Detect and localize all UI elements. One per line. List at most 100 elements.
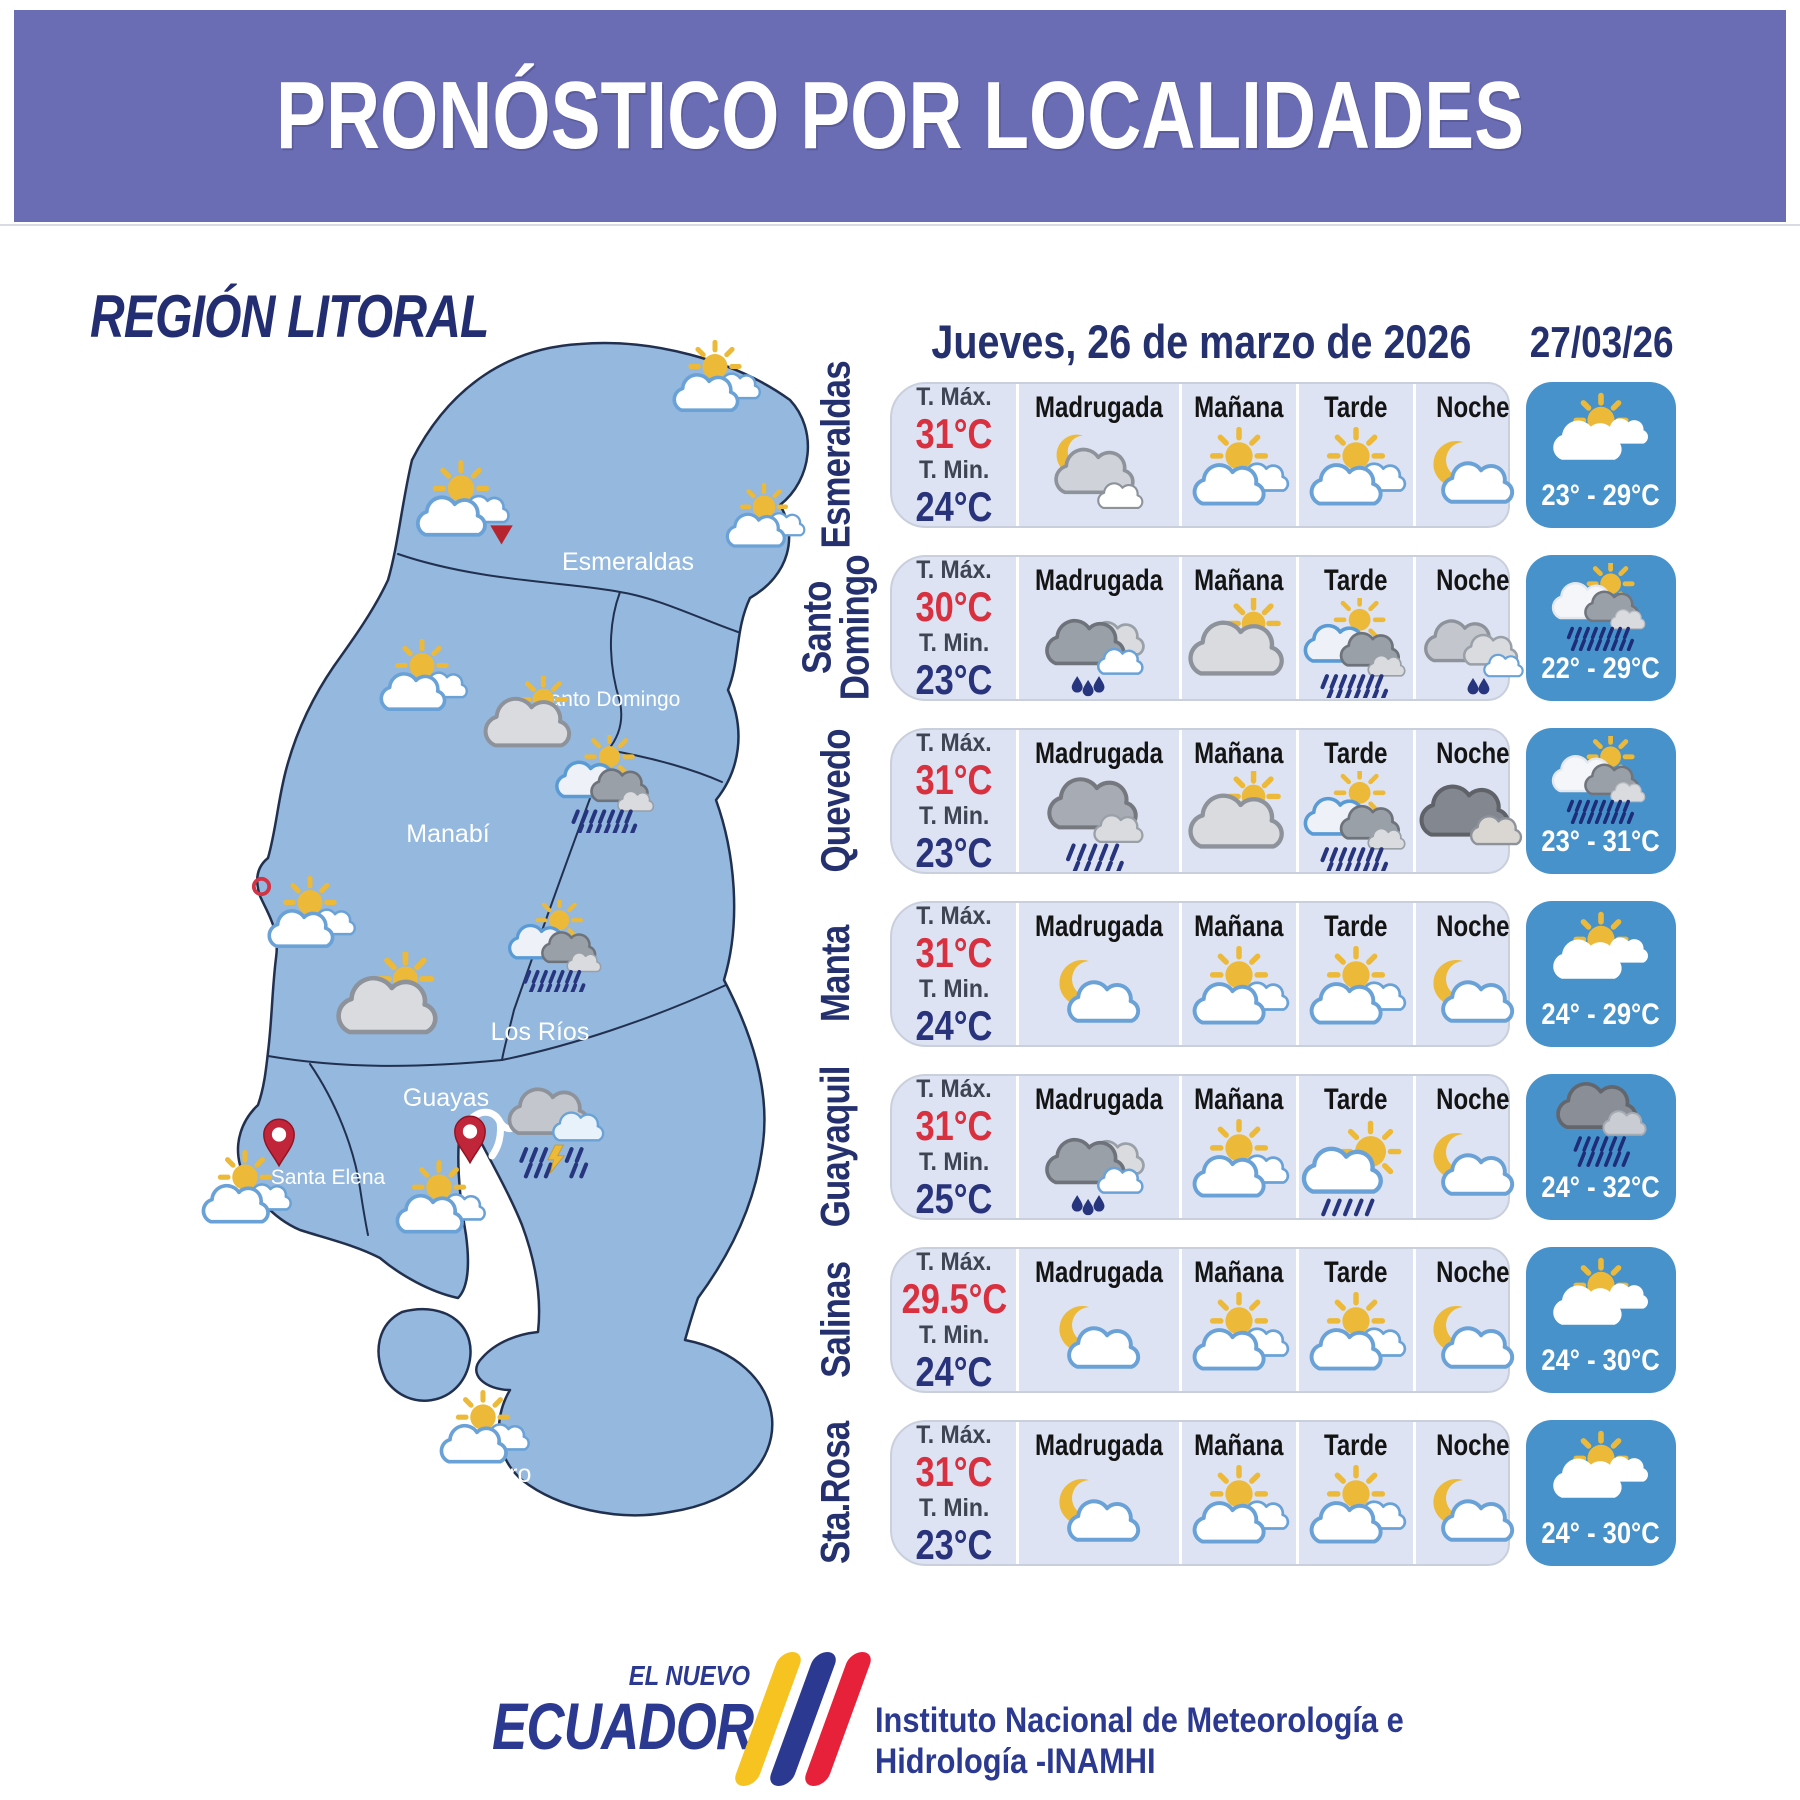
- period-manana: Mañana: [1179, 1422, 1296, 1564]
- period-manana: Mañana: [1179, 1076, 1296, 1218]
- next-day-box: 24° - 32°C: [1526, 1074, 1676, 1220]
- weather-icon: [1042, 598, 1156, 698]
- forecast-date-heading: Jueves, 26 de marzo de 2026: [931, 315, 1472, 368]
- period-tarde: Tarde: [1296, 1422, 1413, 1564]
- period-madrugada: Madrugada: [1016, 384, 1179, 526]
- period-madrugada: Madrugada: [1016, 1249, 1179, 1391]
- tmax-value: 31°C: [915, 1101, 993, 1149]
- period-tarde: Tarde: [1296, 384, 1413, 526]
- border-losrios-south: [501, 984, 727, 1061]
- header-divider: [0, 224, 1800, 226]
- weather-icon: [1416, 944, 1530, 1044]
- period-noche: Noche: [1413, 384, 1530, 526]
- forecast-row-box: T. Máx. 29.5°C T. Min. 24°C Madrugada Ma…: [890, 1247, 1515, 1394]
- weather-icon: [1042, 425, 1156, 525]
- forecast-row-box: T. Máx. 31°C T. Min. 23°C Madrugada Maña…: [890, 1420, 1515, 1567]
- next-day-box: 24° - 30°C: [1526, 1247, 1676, 1393]
- institute-name-line2: Hidrología -INAMHI: [875, 1742, 1156, 1781]
- period-tarde: Tarde: [1296, 1076, 1413, 1218]
- weather-icon: [1042, 944, 1156, 1044]
- tmin-label: T. Min.: [918, 456, 990, 484]
- weather-icon: [1416, 598, 1530, 698]
- map-weather-icon-santo-domingo: [480, 674, 580, 768]
- map-weather-icon-losrios-north: [506, 896, 606, 998]
- next-day-box: 24° - 30°C: [1526, 1420, 1676, 1566]
- weather-icon: [1299, 944, 1413, 1044]
- header-band: PRONÓSTICO POR LOCALIDADES: [14, 10, 1786, 222]
- brand-tagline: EL NUEVO: [628, 1660, 750, 1691]
- next-day-range: 24° - 29°C: [1541, 998, 1661, 1031]
- city-label: Guayaquil: [812, 1066, 859, 1228]
- map-weather-icon-north-manabi: [372, 637, 472, 729]
- next-day-weather-icon: [1550, 559, 1652, 652]
- forecast-row-box: T. Máx. 31°C T. Min. 24°C Madrugada Maña…: [890, 382, 1515, 530]
- forecast-row-box: T. Máx. 31°C T. Min. 25°C Madrugada Maña…: [890, 1074, 1515, 1221]
- next-day-weather-icon: [1550, 390, 1652, 478]
- province-label-los-rios: Los Ríos: [491, 1018, 590, 1046]
- period-manana: Mañana: [1179, 384, 1296, 526]
- forecast-row-guayaquil: Guayaquil T. Máx. 31°C T. Min. 25°C Madr…: [0, 1067, 1800, 1227]
- tmin-label: T. Min.: [918, 1148, 990, 1176]
- temperature-column: T. Máx. 31°C T. Min. 25°C: [892, 1074, 1016, 1221]
- map-weather-icon-manta: [260, 874, 360, 966]
- period-tarde: Tarde: [1296, 1249, 1413, 1391]
- tmax-label: T. Máx.: [916, 1074, 992, 1103]
- weather-icon: [1182, 944, 1296, 1044]
- period-manana: Mañana: [1179, 557, 1296, 699]
- city-label: Salinas: [812, 1261, 859, 1379]
- ecuador-logo: ECUADOR: [492, 1689, 754, 1763]
- manta-marker-icon: [250, 875, 273, 898]
- period-madrugada: Madrugada: [1016, 903, 1179, 1045]
- city-label: Quevedo: [812, 729, 859, 873]
- tmin-label: T. Min.: [918, 1321, 990, 1349]
- city-label: Santo Domingo: [793, 555, 878, 701]
- next-day-weather-icon: [1550, 732, 1652, 825]
- tmin-label: T. Min.: [918, 802, 990, 830]
- temperature-column: T. Máx. 29.5°C T. Min. 24°C: [892, 1247, 1016, 1394]
- period-tarde: Tarde: [1296, 730, 1413, 877]
- weather-icon: [1416, 1290, 1530, 1390]
- esmeraldas-marker-icon: [488, 524, 515, 547]
- next-day-weather-icon: [1550, 909, 1652, 997]
- tmin-label: T. Min.: [918, 1494, 990, 1522]
- map-weather-icon-el-oro: [432, 1388, 534, 1482]
- border-santodomingo-west: [607, 591, 623, 751]
- next-day-date: 27/03/26: [1530, 318, 1674, 367]
- tmax-value: 29.5°C: [901, 1274, 1007, 1322]
- tmax-value: 31°C: [915, 928, 993, 976]
- institute-name-line1: Instituto Nacional de Meteorología e: [875, 1701, 1404, 1740]
- next-day-box: 23° - 31°C: [1526, 728, 1676, 874]
- weather-icon: [1299, 1463, 1413, 1563]
- temperature-column: T. Máx. 31°C T. Min. 23°C: [892, 1421, 1016, 1567]
- next-day-box: 23° - 29°C: [1526, 382, 1676, 528]
- border-santodomingo-south: [607, 749, 723, 783]
- weather-icon: [1416, 771, 1530, 871]
- tmax-label: T. Máx.: [916, 728, 992, 757]
- period-noche: Noche: [1413, 1249, 1530, 1391]
- city-label: Esmeraldas: [812, 361, 859, 549]
- temperature-column: T. Máx. 31°C T. Min. 24°C: [892, 383, 1016, 530]
- flag-stripes-icon: [731, 1652, 875, 1786]
- temperature-column: T. Máx. 31°C T. Min. 24°C: [892, 902, 1016, 1048]
- period-madrugada: Madrugada: [1016, 730, 1179, 879]
- border-manabi-south: [267, 1055, 503, 1067]
- tmin-value: 24°C: [915, 483, 993, 530]
- forecast-row-box: T. Máx. 31°C T. Min. 23°C Madrugada Maña…: [890, 728, 1523, 879]
- map-weather-icon-north-esmeraldas: [665, 338, 765, 430]
- period-madrugada: Madrugada: [1016, 557, 1179, 699]
- period-noche: Noche: [1413, 1076, 1530, 1218]
- forecast-row-salinas: Salinas T. Máx. 29.5°C T. Min. 24°C Madr…: [0, 1247, 1800, 1394]
- map-weather-icon-east-esmeraldas: [719, 481, 809, 564]
- tmax-label: T. Máx.: [916, 1247, 992, 1276]
- temperature-column: T. Máx. 31°C T. Min. 23°C: [892, 728, 1016, 875]
- forecast-row-box: T. Máx. 31°C T. Min. 24°C Madrugada Maña…: [890, 901, 1515, 1048]
- tmax-value: 31°C: [915, 1447, 993, 1495]
- weather-icon: [1299, 593, 1413, 704]
- forecast-row-santo-domingo: Santo Domingo T. Máx. 30°C T. Min. 23°C …: [0, 555, 1800, 704]
- weather-icon: [1042, 1290, 1156, 1390]
- page-title: PRONÓSTICO POR LOCALIDADES: [275, 62, 1525, 169]
- weather-icon: [1182, 425, 1296, 525]
- region-map: Esmeraldas Santo Domingo Manabí Los Ríos…: [150, 330, 850, 1530]
- next-day-range: 23° - 31°C: [1541, 825, 1661, 858]
- next-day-range: 24° - 30°C: [1541, 1517, 1661, 1550]
